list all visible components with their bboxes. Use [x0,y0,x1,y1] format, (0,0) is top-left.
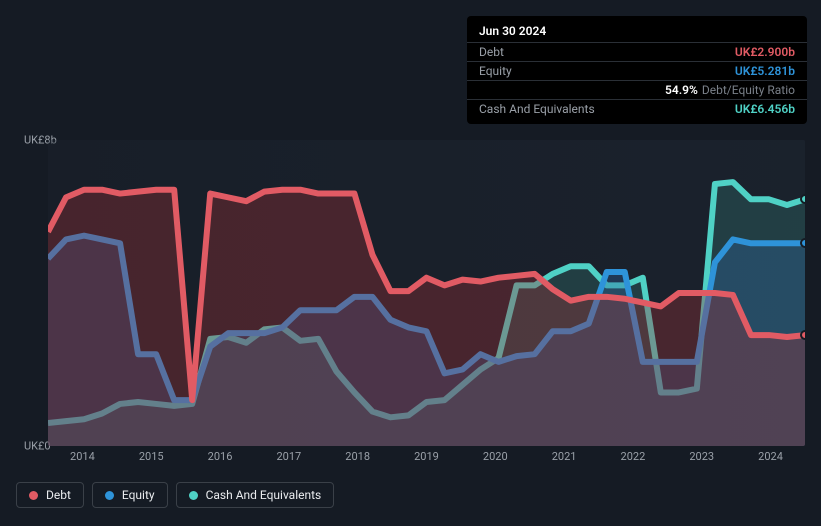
tooltip-row-value: UK£5.281b [735,64,795,78]
tooltip-row-sublabel: Debt/Equity Ratio [702,83,795,97]
chart-legend: Debt Equity Cash And Equivalents [16,482,334,508]
legend-label: Equity [122,488,155,502]
legend-label: Debt [46,488,71,502]
legend-label: Cash And Equivalents [206,488,322,502]
x-axis-tick: 2017 [254,450,323,468]
x-axis-tick: 2021 [530,450,599,468]
tooltip-row-label: Cash And Equivalents [479,102,595,116]
tooltip-row: Cash And Equivalents UK£6.456b [467,99,807,118]
legend-item-cash-and-equivalents[interactable]: Cash And Equivalents [176,482,335,508]
tooltip-row-value: 54.9% [665,83,698,97]
tooltip-row: Debt UK£2.900b [467,42,807,61]
x-axis: 2014201520162017201820192020202120222023… [48,450,805,468]
tooltip-row-value: UK£6.456b [735,102,795,116]
x-axis-tick: 2016 [186,450,255,468]
tooltip-date: Jun 30 2024 [467,22,807,42]
x-axis-tick: 2018 [323,450,392,468]
plot-area[interactable] [48,140,805,446]
chart-tooltip: Jun 30 2024 Debt UK£2.900b Equity UK£5.281b… [467,16,807,124]
legend-item-equity[interactable]: Equity [92,482,168,508]
x-axis-tick: 2019 [392,450,461,468]
series-area-debt [48,190,805,446]
legend-item-debt[interactable]: Debt [16,482,84,508]
tooltip-row-label: Debt [479,45,504,59]
tooltip-row: Equity UK£5.281b [467,61,807,80]
legend-swatch [189,491,198,500]
x-axis-tick: 2020 [461,450,530,468]
series-end-marker [800,238,805,248]
y-axis-label: UK£0 [24,440,51,453]
x-axis-tick: 2014 [48,450,117,468]
legend-swatch [29,491,38,500]
legend-swatch [105,491,114,500]
tooltip-row: 54.9% Debt/Equity Ratio [467,80,807,99]
financial-chart: UK£8bUK£0 201420152016201720182019202020… [16,118,805,468]
x-axis-tick: 2024 [736,450,805,468]
tooltip-row-label: Equity [479,64,512,78]
x-axis-tick: 2022 [599,450,668,468]
x-axis-tick: 2023 [667,450,736,468]
series-end-marker [800,194,805,204]
series-end-marker [800,330,805,340]
tooltip-row-value: UK£2.900b [735,45,795,59]
x-axis-tick: 2015 [117,450,186,468]
tooltip-rows: Debt UK£2.900b Equity UK£5.281b 54.9% Debt/Eq… [467,42,807,118]
chart-svg [48,140,805,446]
